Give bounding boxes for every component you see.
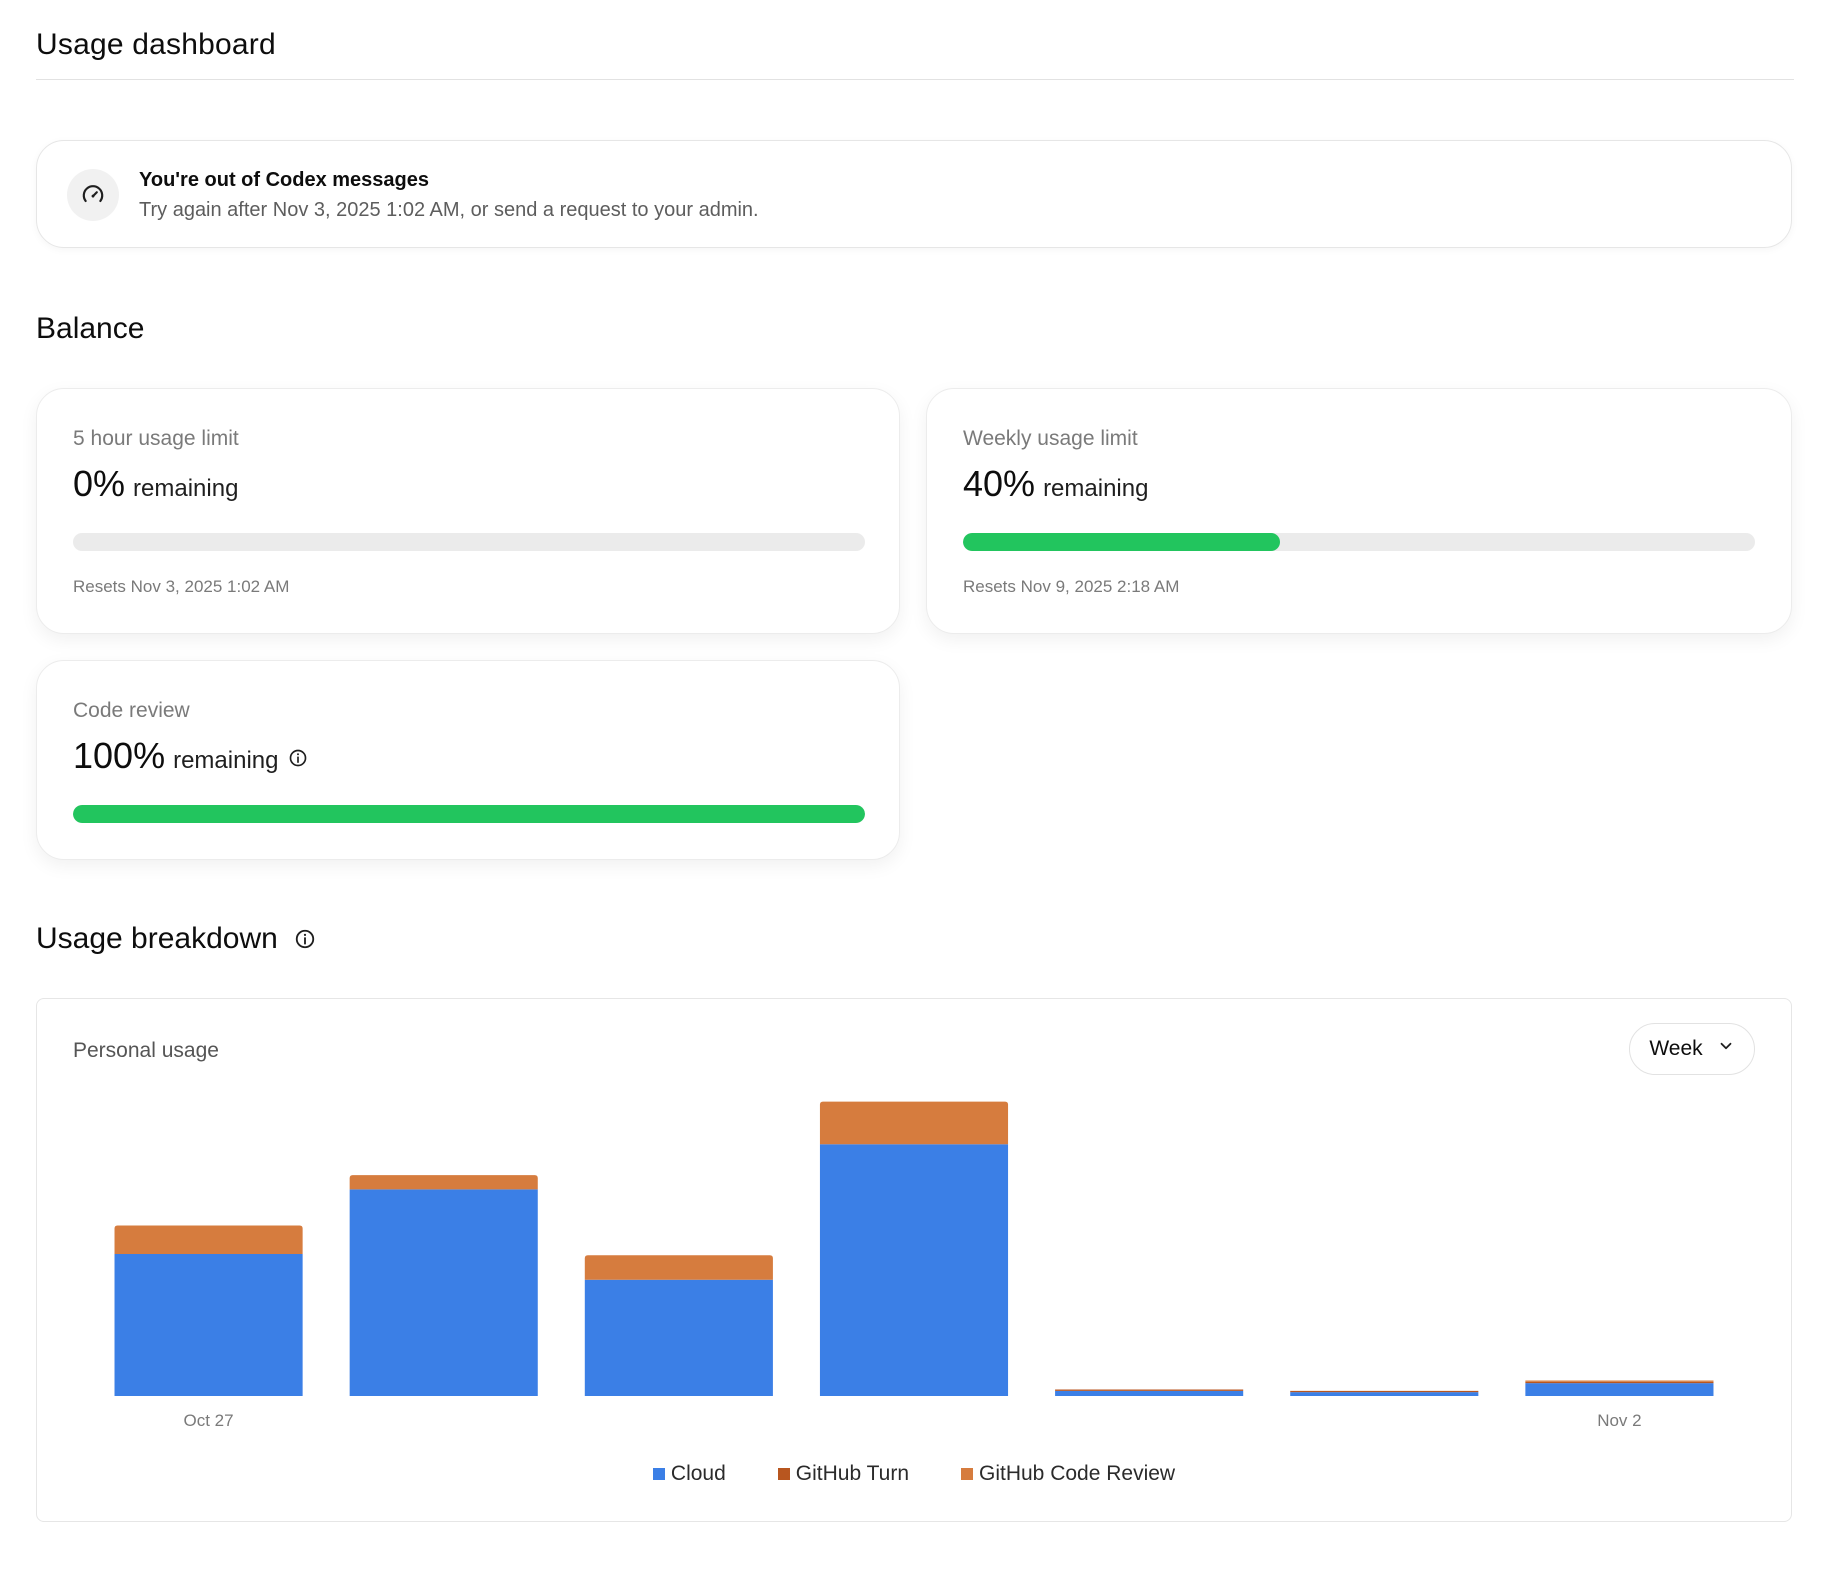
usage-breakdown-panel: Personal usage Week Oct 27 Nov 2 Cloud Git… <box>36 998 1792 1522</box>
usage-breakdown-title: Usage breakdown <box>36 922 278 955</box>
legend-item[interactable]: GitHub Turn <box>777 1462 909 1486</box>
bar-segment-cloud[interactable] <box>1055 1390 1244 1396</box>
bar-segment-cloud[interactable] <box>1525 1383 1714 1396</box>
bar-segment-github-turn[interactable] <box>1290 1390 1479 1393</box>
legend-item[interactable]: Cloud <box>652 1462 726 1486</box>
title-divider <box>36 79 1794 80</box>
bar-segment-github-code-review[interactable] <box>114 1225 303 1254</box>
percent-remaining: 0% <box>73 463 126 504</box>
alert-title: You're out of Codex messages <box>139 169 430 191</box>
page-title: Usage dashboard <box>36 28 276 61</box>
card-value: 40% remaining <box>963 463 1148 505</box>
card-value: 100% remaining <box>73 735 308 777</box>
out-of-messages-alert: You're out of Codex messages Try again a… <box>36 140 1792 248</box>
usage-progress-fill <box>963 533 1280 551</box>
five-hour-limit-card: 5 hour usage limit 0% remaining Resets N… <box>36 388 900 634</box>
chevron-down-icon <box>1717 1037 1735 1061</box>
card-label: Weekly usage limit <box>963 427 1138 450</box>
legend-label: GitHub Code Review <box>979 1462 1176 1485</box>
bar-segment-github-code-review[interactable] <box>1525 1380 1714 1382</box>
bar-segment-github-code-review[interactable] <box>584 1255 773 1280</box>
reset-time: Resets Nov 3, 2025 1:02 AM <box>73 577 290 596</box>
bar-segment-github-turn[interactable] <box>1525 1381 1714 1384</box>
card-label: 5 hour usage limit <box>73 427 239 450</box>
personal-usage-label: Personal usage <box>73 1039 219 1062</box>
period-select-value: Week <box>1649 1037 1703 1060</box>
alert-message: Try again after Nov 3, 2025 1:02 AM, or … <box>139 199 759 221</box>
bar-segment-cloud[interactable] <box>584 1279 773 1396</box>
legend-item[interactable]: GitHub Code Review <box>961 1462 1175 1486</box>
info-icon[interactable] <box>294 928 316 950</box>
legend-label: GitHub Turn <box>795 1462 909 1485</box>
code-review-card: Code review 100% remaining <box>36 660 900 860</box>
bar-segment-cloud[interactable] <box>819 1144 1009 1396</box>
chart-legend: Cloud GitHub Turn GitHub Code Review <box>37 1462 1791 1486</box>
gauge-icon <box>67 169 119 221</box>
remaining-label: remaining <box>1043 475 1149 502</box>
usage-progress-bar <box>963 533 1755 551</box>
bar-segment-github-code-review[interactable] <box>349 1175 538 1190</box>
percent-remaining: 100% <box>73 735 166 776</box>
reset-time: Resets Nov 9, 2025 2:18 AM <box>963 577 1180 596</box>
usage-progress-fill <box>73 805 865 823</box>
usage-progress-bar <box>73 533 865 551</box>
x-tick-label: Nov 2 <box>1597 1411 1641 1430</box>
usage-chart: Oct 27 Nov 2 <box>114 1101 1714 1430</box>
bar-segment-cloud[interactable] <box>1290 1392 1479 1396</box>
card-value: 0% remaining <box>73 463 238 505</box>
bar-segment-github-code-review[interactable] <box>819 1101 1009 1145</box>
balance-heading: Balance <box>36 312 145 345</box>
percent-remaining: 40% <box>963 463 1036 504</box>
period-select[interactable]: Week <box>1629 1023 1755 1075</box>
x-tick-label: Oct 27 <box>184 1411 234 1430</box>
weekly-limit-card: Weekly usage limit 40% remaining Resets … <box>926 388 1792 634</box>
bar-segment-cloud[interactable] <box>114 1253 303 1396</box>
legend-swatch <box>652 1468 665 1480</box>
bar-segment-github-turn[interactable] <box>1055 1389 1244 1391</box>
usage-breakdown-heading: Usage breakdown <box>36 922 316 956</box>
legend-label: Cloud <box>670 1462 726 1485</box>
legend-swatch <box>777 1468 790 1480</box>
bar-segment-cloud[interactable] <box>349 1189 538 1396</box>
remaining-label: remaining <box>173 747 279 774</box>
remaining-label: remaining <box>133 475 239 502</box>
legend-swatch <box>961 1468 973 1480</box>
info-icon[interactable] <box>288 748 308 768</box>
card-label: Code review <box>73 699 190 722</box>
usage-progress-bar <box>73 805 865 823</box>
